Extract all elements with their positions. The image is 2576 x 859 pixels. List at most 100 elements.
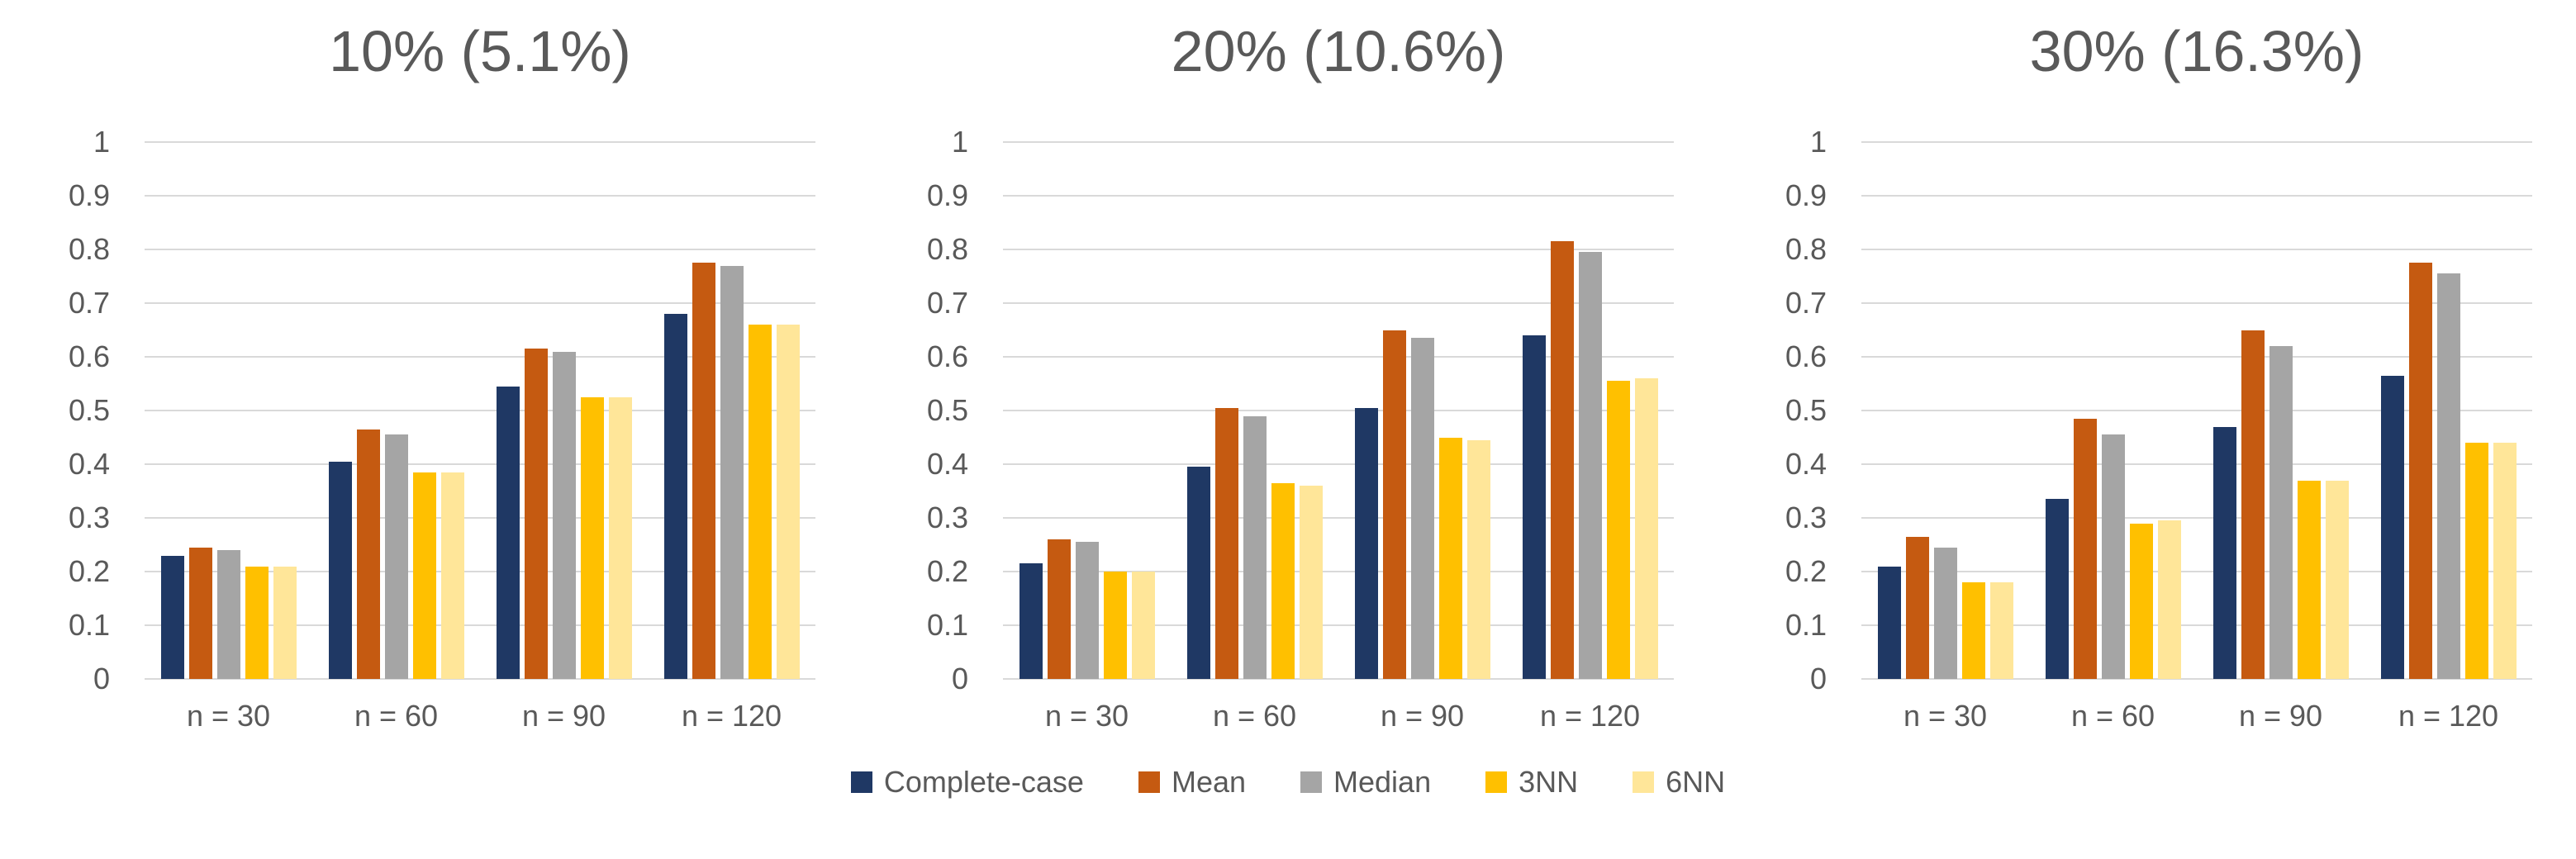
gridline bbox=[1003, 195, 1674, 197]
gridline bbox=[145, 624, 815, 626]
bar-mean bbox=[2073, 418, 2097, 679]
bar-complete-case bbox=[1354, 407, 1378, 679]
bar-6nn bbox=[440, 472, 464, 679]
gridline bbox=[1003, 410, 1674, 411]
y-axis-tick-label: 0.2 bbox=[926, 554, 968, 588]
y-axis-tick-label: 0.2 bbox=[1785, 554, 1827, 588]
bar-median bbox=[1410, 338, 1434, 679]
y-axis-tick-label: 0.9 bbox=[68, 178, 110, 212]
legend-label: 6NN bbox=[1666, 765, 1726, 799]
x-axis-category-label: n = 90 bbox=[2238, 699, 2323, 733]
bar-group-n-90 bbox=[2197, 142, 2365, 679]
y-axis-tick-label: 0.3 bbox=[1785, 501, 1827, 534]
y-axis-tick-label: 1 bbox=[1809, 125, 1827, 159]
chart-missing-30pct: 30% (16.3%) 0 0.1 0.2 0.3 0.4 0.5 0.6 0.7 0.8 0.9… bbox=[1717, 12, 2575, 733]
bar-3nn bbox=[580, 396, 604, 679]
x-axis: n = 30 n = 60 n = 90 n = 120 bbox=[1003, 679, 1674, 733]
y-axis-tick-label: 0.1 bbox=[926, 608, 968, 642]
x-axis-category-label: n = 60 bbox=[1212, 699, 1297, 733]
x-axis-category-label: n = 120 bbox=[1539, 699, 1641, 733]
bar-mean bbox=[524, 349, 548, 679]
gridline bbox=[145, 249, 815, 250]
bar-6nn bbox=[608, 396, 632, 679]
bar-median bbox=[1578, 252, 1602, 679]
x-axis-category-label: n = 60 bbox=[2070, 699, 2155, 733]
plot-area bbox=[1861, 141, 2532, 680]
gridline bbox=[145, 141, 815, 143]
legend-swatch-icon bbox=[1300, 771, 1323, 793]
y-axis-tick-label: 0 bbox=[93, 662, 110, 695]
bar-mean bbox=[692, 263, 715, 679]
y-axis-tick-label: 0.3 bbox=[926, 501, 968, 534]
y-axis: 0 0.1 0.2 0.3 0.4 0.5 0.6 0.7 0.8 0.9 1 bbox=[1717, 125, 1861, 695]
gridline bbox=[1861, 463, 2532, 465]
legend-item-median: Median bbox=[1300, 765, 1431, 800]
gridline bbox=[1861, 678, 2532, 680]
gridline bbox=[1861, 410, 2532, 411]
y-axis-tick-label: 0.8 bbox=[1785, 232, 1827, 266]
gridline bbox=[1861, 249, 2532, 250]
y-axis-tick-label: 0 bbox=[1809, 662, 1827, 695]
y-axis: 0 0.1 0.2 0.3 0.4 0.5 0.6 0.7 0.8 0.9 1 bbox=[858, 125, 1003, 695]
y-axis-tick-label: 0.7 bbox=[926, 286, 968, 320]
bar-6nn bbox=[2493, 443, 2517, 679]
bar-median bbox=[1075, 542, 1099, 679]
bar-6nn bbox=[2325, 480, 2349, 679]
bar-median bbox=[216, 550, 240, 679]
y-axis: 0 0.1 0.2 0.3 0.4 0.5 0.6 0.7 0.8 0.9 1 bbox=[0, 125, 145, 695]
bar-mean bbox=[1905, 536, 1929, 679]
plot-area bbox=[145, 141, 815, 680]
bar-3nn bbox=[245, 566, 269, 679]
bar-median bbox=[720, 265, 744, 679]
bar-6nn bbox=[1989, 582, 2013, 679]
bar-6nn bbox=[2157, 520, 2181, 679]
legend-swatch-icon bbox=[1138, 771, 1160, 793]
y-axis-tick-label: 0.7 bbox=[68, 286, 110, 320]
bar-group-n-60 bbox=[312, 142, 480, 679]
chart-body: 0 0.1 0.2 0.3 0.4 0.5 0.6 0.7 0.8 0.9 1 bbox=[858, 125, 1717, 695]
legend-item-3nn: 3NN bbox=[1485, 765, 1578, 800]
x-axis-category-label: n = 60 bbox=[354, 699, 439, 733]
legend-item-mean: Mean bbox=[1138, 765, 1246, 800]
bar-mean bbox=[2408, 263, 2432, 679]
bar-6nn bbox=[1131, 572, 1155, 679]
y-axis-tick-label: 0.4 bbox=[926, 447, 968, 481]
bar-mean bbox=[1550, 241, 1574, 679]
bar-3nn bbox=[2129, 523, 2153, 679]
bar-complete-case bbox=[1877, 566, 1901, 679]
bar-group-n-120 bbox=[2365, 142, 2532, 679]
x-axis-category-label: n = 30 bbox=[1044, 699, 1129, 733]
y-axis-tick-label: 0.2 bbox=[68, 554, 110, 588]
x-axis: n = 30 n = 60 n = 90 n = 120 bbox=[1861, 679, 2532, 733]
y-axis-tick-label: 0 bbox=[951, 662, 968, 695]
bar-median bbox=[1933, 547, 1957, 679]
bar-mean bbox=[188, 547, 212, 679]
chart-body: 0 0.1 0.2 0.3 0.4 0.5 0.6 0.7 0.8 0.9 1 bbox=[1717, 125, 2575, 695]
gridline bbox=[145, 571, 815, 572]
bar-mean bbox=[1047, 539, 1071, 679]
bar-group-n-120 bbox=[648, 142, 815, 679]
chart-body: 0 0.1 0.2 0.3 0.4 0.5 0.6 0.7 0.8 0.9 1 bbox=[0, 125, 858, 695]
gridline bbox=[1003, 678, 1674, 680]
bar-median bbox=[2269, 346, 2293, 679]
y-axis-tick-label: 0.6 bbox=[1785, 339, 1827, 373]
bar-3nn bbox=[2464, 443, 2488, 679]
gridline bbox=[1861, 141, 2532, 143]
gridline bbox=[145, 356, 815, 358]
bar-group-n-120 bbox=[1506, 142, 1674, 679]
legend-label: Median bbox=[1333, 765, 1432, 799]
bar-6nn bbox=[776, 325, 800, 679]
bar-complete-case bbox=[2045, 499, 2069, 679]
gridline bbox=[1861, 356, 2532, 358]
gridline bbox=[145, 302, 815, 304]
gridline bbox=[145, 195, 815, 197]
y-axis-tick-label: 0.9 bbox=[1785, 178, 1827, 212]
bar-complete-case bbox=[1186, 467, 1210, 679]
bar-3nn bbox=[1961, 582, 1985, 679]
legend-swatch-icon bbox=[850, 771, 872, 793]
bar-3nn bbox=[2297, 480, 2321, 679]
legend-swatch-icon bbox=[1485, 771, 1508, 793]
gridline bbox=[1003, 356, 1674, 358]
gridline bbox=[1003, 624, 1674, 626]
